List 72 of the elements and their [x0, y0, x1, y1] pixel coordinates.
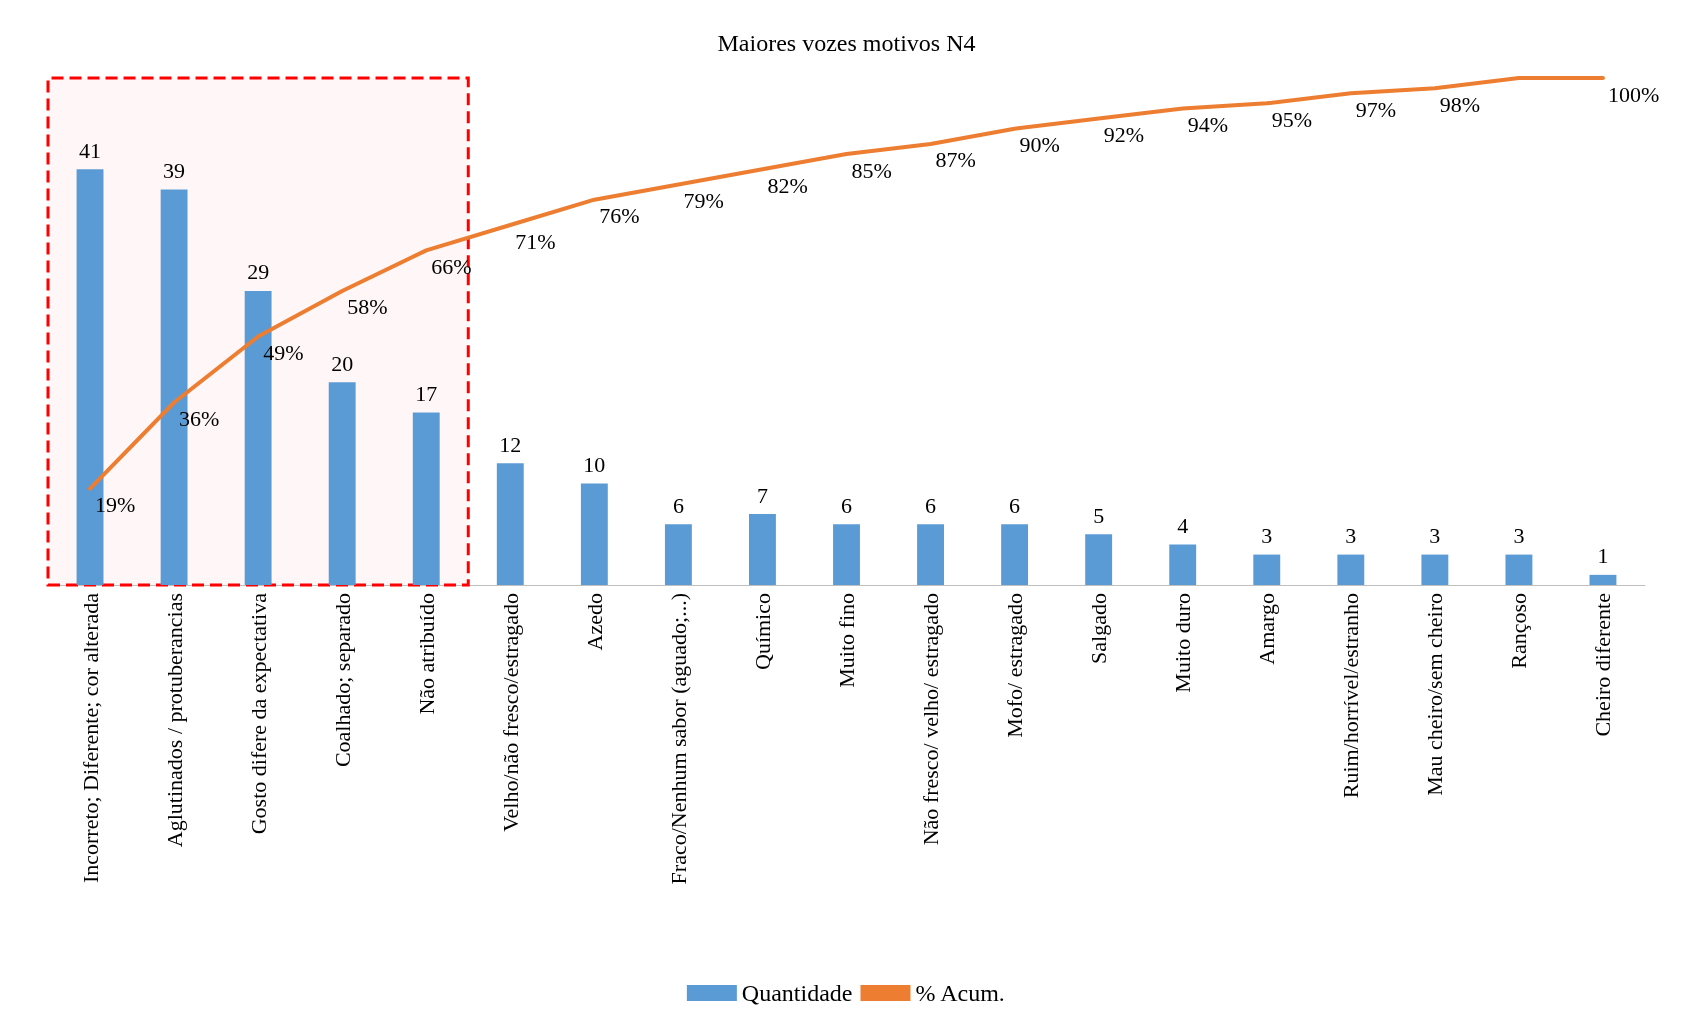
data-label: 39: [163, 158, 186, 184]
data-label: 98%: [1439, 91, 1481, 117]
data-label: 6: [672, 492, 684, 518]
x-tick-label: Fraco/Nenhum sabor (aguado;...): [665, 593, 691, 885]
x-tick-label: Rançoso: [1506, 593, 1532, 669]
x-tick-label: Gosto difere da expectativa: [245, 592, 271, 835]
data-label: 4: [1177, 512, 1189, 538]
data-label: 66%: [431, 253, 472, 279]
x-tick-label: Amargo: [1254, 593, 1280, 665]
data-label: 95%: [1271, 106, 1313, 132]
data-label: 79%: [683, 187, 724, 213]
bar: [917, 524, 944, 585]
data-label: 3: [1429, 523, 1441, 549]
data-label: 41: [79, 137, 102, 163]
data-label: 20: [331, 350, 354, 376]
data-label: 76%: [599, 203, 640, 229]
data-label: 87%: [935, 147, 976, 173]
x-tick-label: Aglutinados / protuberancias: [161, 593, 187, 848]
data-label: 6: [1009, 492, 1021, 518]
x-tick-label: Muito fino: [834, 593, 859, 688]
x-tick-label: Coalhado; separado: [329, 593, 355, 768]
bar: [580, 483, 608, 585]
data-label: 100%: [1607, 81, 1660, 107]
x-tick-label: Velho/não fresco/estragado: [497, 593, 523, 832]
data-label: 12: [499, 431, 522, 457]
data-label: 71%: [515, 228, 556, 254]
data-label: 7: [756, 482, 768, 508]
data-label: 94%: [1187, 111, 1229, 137]
bar: [496, 463, 524, 585]
data-label: 85%: [851, 157, 892, 183]
x-tick-label: Azedo: [581, 593, 607, 651]
x-tick-label: Incorreto; Diferente; cor alterada: [77, 592, 103, 884]
x-tick-label: Não fresco/ velho/ estragado: [918, 593, 944, 846]
legend-label: Quantidade: [741, 980, 853, 1006]
data-label: 10: [583, 452, 606, 478]
bar: [1169, 544, 1197, 585]
legend-label: % Acum.: [915, 980, 1005, 1006]
data-label: 90%: [1019, 132, 1060, 158]
x-tick-label: Ruim/horrível/estranho: [1338, 593, 1364, 799]
data-label: 29: [247, 259, 270, 285]
x-tick-label: Muito duro: [1170, 593, 1196, 693]
data-label: 92%: [1103, 122, 1144, 148]
bar: [328, 382, 356, 585]
x-tick-label: Não atribuído: [413, 593, 439, 715]
data-label: 3: [1261, 523, 1273, 549]
bar: [833, 524, 860, 585]
x-tick-label: Cheiro diferente: [1590, 593, 1616, 737]
bar: [749, 514, 776, 585]
data-label: 82%: [767, 172, 808, 198]
data-label: 17: [415, 381, 438, 407]
x-tick-label: Mau cheiro/sem cheiro: [1422, 593, 1448, 796]
data-label: 6: [925, 492, 937, 518]
data-label: 3: [1345, 523, 1357, 549]
bar: [1589, 574, 1617, 585]
data-label: 3: [1513, 523, 1525, 549]
data-label: 1: [1597, 543, 1609, 569]
bar: [1253, 554, 1281, 585]
x-tick-label: Mofo/ estragado: [1002, 593, 1028, 738]
bar: [664, 524, 692, 585]
data-label: 97%: [1355, 96, 1397, 122]
data-label: 5: [1093, 502, 1105, 528]
x-tick-label: Salgado: [1086, 593, 1112, 664]
bar: [1001, 524, 1029, 585]
data-label: 58%: [347, 294, 388, 320]
bar: [1421, 554, 1449, 585]
bar: [1505, 554, 1533, 585]
chart-title: Maiores vozes motivos N4: [717, 30, 976, 56]
bar: [1085, 534, 1113, 585]
data-label: 6: [841, 492, 852, 518]
x-tick-label: Químico: [749, 593, 775, 670]
bar: [412, 412, 440, 585]
bar: [1337, 554, 1365, 585]
